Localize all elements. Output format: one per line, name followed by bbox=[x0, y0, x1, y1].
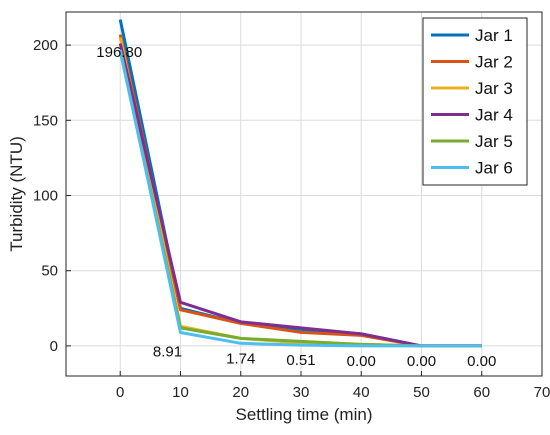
legend: Jar 1 Jar 2 Jar 3 Jar 4 Jar 5 Jar 6 bbox=[422, 17, 528, 186]
x-tick-label: 70 bbox=[534, 384, 550, 401]
y-tick-label: 100 bbox=[33, 188, 58, 205]
data-annotations: 196.80 8.91 1.74 0.51 0.00 0.00 0.00 bbox=[96, 44, 496, 370]
legend-label: Jar 6 bbox=[475, 159, 513, 178]
x-tick-label: 10 bbox=[172, 384, 189, 401]
x-tick-label: 50 bbox=[413, 384, 430, 401]
data-label: 8.91 bbox=[153, 344, 182, 361]
data-label: 0.00 bbox=[467, 353, 496, 370]
legend-label: Jar 3 bbox=[475, 79, 513, 98]
y-tick-label: 0 bbox=[50, 338, 58, 355]
data-label: 0.00 bbox=[407, 353, 436, 370]
x-tick-label: 40 bbox=[353, 384, 370, 401]
legend-label: Jar 1 bbox=[475, 26, 513, 45]
series-line-6 bbox=[118, 49, 482, 348]
x-axis-ticks: 0 10 20 30 40 50 60 70 bbox=[116, 371, 550, 401]
y-tick-label: 150 bbox=[33, 112, 58, 129]
legend-box bbox=[422, 17, 528, 186]
legend-label: Jar 5 bbox=[475, 132, 513, 151]
legend-label: Jar 2 bbox=[475, 53, 513, 72]
series-lines bbox=[118, 19, 482, 348]
x-axis-title: Settling time (min) bbox=[236, 405, 373, 424]
x-tick-label: 30 bbox=[293, 384, 310, 401]
y-axis-title: Turbidity (NTU) bbox=[7, 136, 26, 252]
y-tick-label: 50 bbox=[41, 263, 58, 280]
y-tick-label: 200 bbox=[33, 37, 58, 54]
x-tick-label: 0 bbox=[116, 384, 124, 401]
y-axis-ticks: 0 50 100 150 200 bbox=[33, 37, 71, 355]
data-label: 196.80 bbox=[96, 44, 142, 61]
data-label: 0.51 bbox=[286, 352, 315, 369]
plot-area bbox=[65, 11, 543, 377]
data-label: 0.00 bbox=[347, 353, 376, 370]
x-tick-label: 60 bbox=[473, 384, 490, 401]
data-label: 1.74 bbox=[226, 350, 255, 367]
x-tick-label: 20 bbox=[232, 384, 249, 401]
legend-label: Jar 4 bbox=[475, 106, 513, 125]
